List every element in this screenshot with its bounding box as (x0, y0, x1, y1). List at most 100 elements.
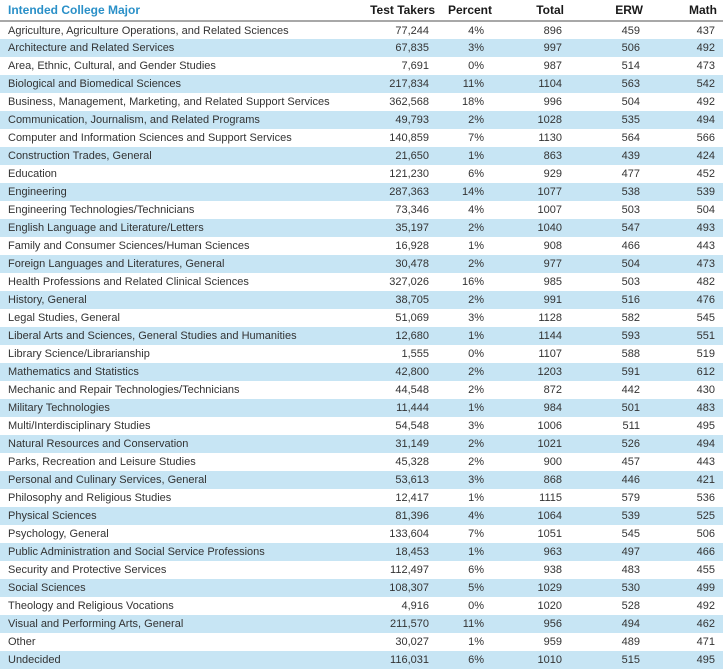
cell-test-takers: 49,793 (395, 114, 429, 126)
cell-percent: 11% (462, 78, 484, 90)
cell-erw: 538 (621, 186, 640, 198)
cell-total: 1051 (537, 528, 562, 540)
cell-major: Library Science/Librarianship (8, 348, 150, 360)
cell-math: 495 (696, 654, 715, 666)
cell-total: 959 (543, 636, 562, 648)
cell-erw: 483 (621, 564, 640, 576)
cell-math: 542 (696, 78, 715, 90)
cell-percent: 6% (468, 564, 484, 576)
table-row: Education 121,230 6% 929 477 452 (0, 165, 723, 183)
cell-major: Philosophy and Religious Studies (8, 492, 172, 504)
cell-major: Engineering (8, 186, 67, 198)
cell-percent: 4% (468, 24, 484, 37)
cell-test-takers: 12,680 (395, 330, 429, 342)
table-row: Biological and Biomedical Sciences 217,83… (0, 75, 723, 93)
table-row: Security and Protective Services 112,497 6… (0, 561, 723, 579)
column-header-math: Math (643, 0, 723, 22)
cell-erw: 515 (621, 654, 640, 666)
cell-math: 519 (696, 348, 715, 360)
cell-erw: 501 (621, 402, 640, 414)
table-row: Foreign Languages and Literatures, Gener… (0, 255, 723, 273)
cell-percent: 1% (468, 240, 484, 252)
cell-major: English Language and Literature/Letters (8, 222, 204, 234)
cell-percent: 4% (468, 510, 484, 522)
cell-total: 1028 (537, 114, 562, 126)
cell-erw: 528 (621, 600, 640, 612)
table-row: Parks, Recreation and Leisure Studies 45,… (0, 453, 723, 471)
cell-major: Social Sciences (8, 582, 86, 594)
cell-test-takers: 67,835 (395, 42, 429, 54)
table-row: Architecture and Related Services 67,835 3… (0, 39, 723, 57)
cell-erw: 579 (621, 492, 640, 504)
cell-total: 956 (543, 618, 562, 630)
table-row: English Language and Literature/Letters 3… (0, 219, 723, 237)
cell-major: Construction Trades, General (8, 150, 152, 162)
cell-math: 424 (696, 150, 715, 162)
cell-major: Public Administration and Social Service… (8, 546, 265, 558)
cell-percent: 3% (468, 42, 484, 54)
cell-math: 473 (696, 258, 715, 270)
cell-percent: 1% (468, 492, 484, 504)
cell-math: 494 (696, 114, 715, 126)
cell-total: 1021 (537, 438, 562, 450)
cell-math: 443 (696, 240, 715, 252)
cell-percent: 2% (468, 456, 484, 468)
cell-math: 536 (696, 492, 715, 504)
table-row: Business, Management, Marketing, and Rel… (0, 93, 723, 111)
cell-percent: 6% (468, 168, 484, 180)
cell-erw: 547 (621, 222, 640, 234)
table-row: Liberal Arts and Sciences, General Studi… (0, 327, 723, 345)
cell-percent: 0% (468, 60, 484, 72)
cell-math: 482 (696, 276, 715, 288)
cell-percent: 2% (468, 114, 484, 126)
cell-percent: 14% (461, 186, 484, 198)
table-row: Natural Resources and Conservation 31,149… (0, 435, 723, 453)
cell-major: Other (8, 636, 36, 648)
cell-erw: 459 (621, 24, 640, 37)
table-row: History, General 38,705 2% 991 516 476 (0, 291, 723, 309)
cell-test-takers: 121,230 (389, 168, 429, 180)
cell-erw: 591 (621, 366, 640, 378)
cell-erw: 511 (622, 420, 640, 432)
cell-total: 1203 (537, 366, 562, 378)
column-header-percent: Percent (435, 0, 492, 22)
cell-test-takers: 140,859 (389, 132, 429, 144)
cell-total: 985 (543, 276, 562, 288)
cell-math: 566 (696, 132, 715, 144)
cell-major: Undecided (8, 654, 61, 666)
cell-math: 525 (696, 510, 715, 522)
cell-test-takers: 35,197 (395, 222, 429, 234)
cell-percent: 2% (468, 222, 484, 234)
cell-test-takers: 362,568 (389, 96, 429, 108)
cell-test-takers: 11,444 (396, 402, 429, 414)
column-header-erw: ERW (564, 0, 643, 22)
table-row: Family and Consumer Sciences/Human Scien… (0, 237, 723, 255)
cell-major: Biological and Biomedical Sciences (8, 78, 182, 90)
cell-erw: 457 (621, 456, 640, 468)
cell-erw: 593 (621, 330, 640, 342)
cell-percent: 3% (468, 420, 484, 432)
cell-total: 868 (543, 474, 562, 486)
cell-test-takers: 73,346 (395, 204, 429, 216)
cell-major: Military Technologies (8, 402, 110, 414)
cell-major: Mechanic and Repair Technologies/Technic… (8, 384, 240, 396)
cell-test-takers: 4,916 (401, 600, 429, 612)
table-row: Mathematics and Statistics 42,800 2% 1203 59… (0, 363, 723, 381)
cell-total: 1128 (538, 312, 562, 324)
cell-test-takers: 42,800 (395, 366, 429, 378)
cell-major: Natural Resources and Conservation (8, 438, 189, 450)
cell-erw: 526 (621, 438, 640, 450)
cell-test-takers: 21,650 (395, 150, 429, 162)
cell-major: Computer and Information Sciences and Su… (8, 132, 292, 144)
cell-erw: 539 (621, 510, 640, 522)
cell-erw: 494 (621, 618, 640, 630)
cell-major: Theology and Religious Vocations (8, 600, 174, 612)
table-row: Agriculture, Agriculture Operations, and… (0, 21, 723, 39)
cell-percent: 4% (468, 204, 484, 216)
cell-major: Personal and Culinary Services, General (8, 474, 207, 486)
cell-total: 1006 (537, 420, 562, 432)
cell-test-takers: 7,691 (401, 60, 429, 72)
table-row: Health Professions and Related Clinical … (0, 273, 723, 291)
cell-erw: 516 (621, 294, 640, 306)
cell-major: Security and Protective Services (8, 564, 167, 576)
